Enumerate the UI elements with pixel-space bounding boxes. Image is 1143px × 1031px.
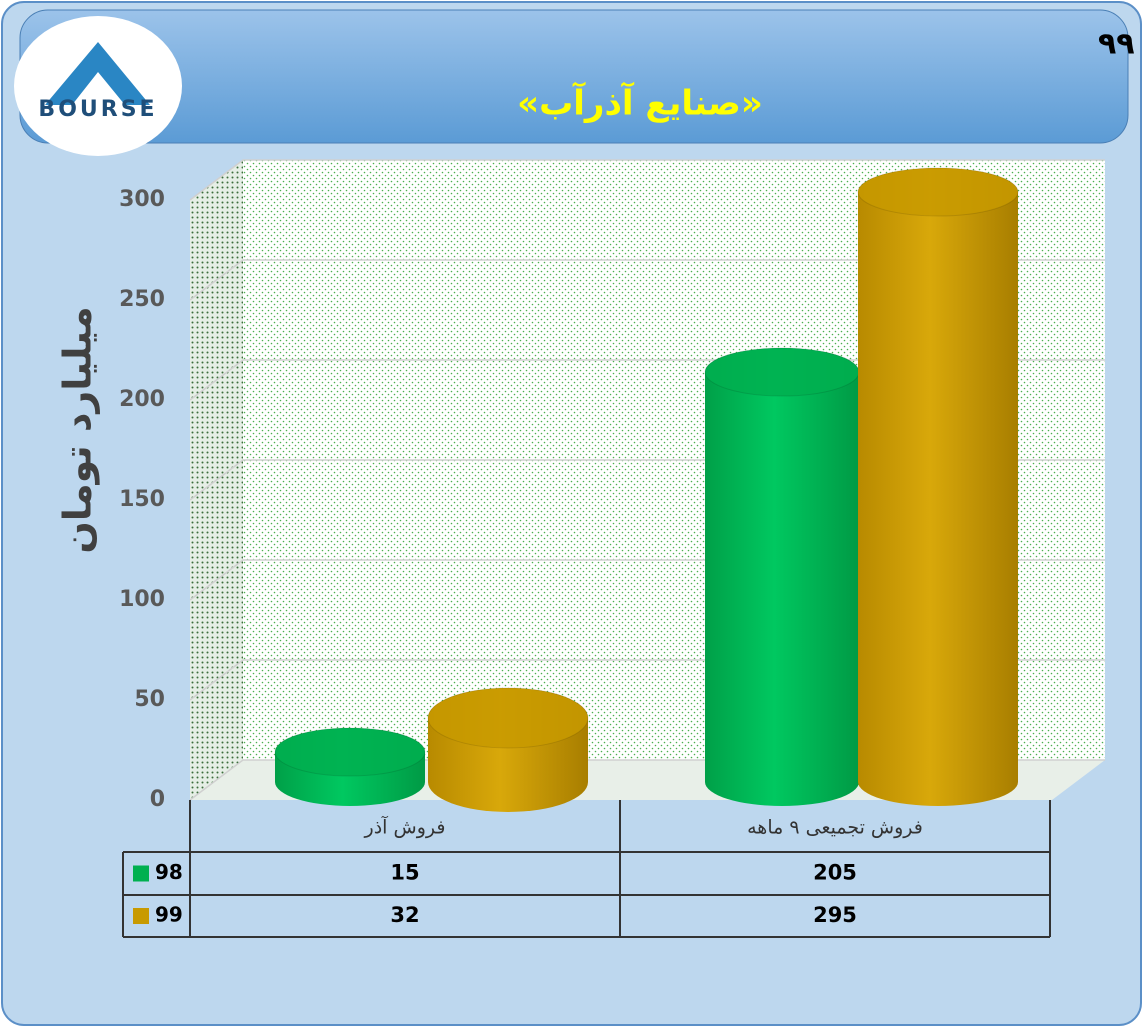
chart-subtitle: «صنایع آذرآب»	[517, 82, 763, 124]
x-tick-label: فروش تجمیعی ۹ ماهه	[747, 817, 923, 839]
legend-label: 98	[155, 860, 183, 884]
y-tick-label: 0	[150, 787, 165, 812]
y-tick-label: 50	[134, 687, 165, 712]
y-tick-label: 300	[119, 187, 165, 212]
grid-line	[189, 159, 1105, 201]
y-tick-label: 150	[119, 487, 165, 512]
logo-text: BOURSE	[38, 97, 157, 122]
x-tick-label: فروش آذر	[364, 815, 446, 839]
chart-title: گزارش درامد ریالی ماهانه و ۹ ماهه منتهی …	[1098, 25, 1143, 62]
grid-line	[189, 259, 1105, 301]
y-tick-label: 200	[119, 387, 165, 412]
y-tick-label: 100	[119, 587, 165, 612]
y-axis-label: میلیارد تومان	[56, 306, 100, 553]
table-value: 295	[813, 903, 857, 927]
y-tick-label: 250	[119, 287, 165, 312]
bar-top	[274, 727, 426, 777]
logo-icon	[45, 42, 150, 105]
table-value: 205	[813, 861, 857, 885]
legend-swatch	[133, 908, 149, 924]
bar-top	[427, 687, 589, 749]
logo-bg	[14, 16, 182, 156]
bar	[858, 168, 1018, 806]
bar	[705, 348, 859, 806]
table-value: 32	[390, 903, 419, 927]
bar-top	[857, 167, 1019, 217]
legend-swatch	[133, 865, 149, 882]
table-value: 15	[390, 861, 419, 885]
bar-top	[704, 347, 860, 397]
legend-label: 99	[155, 903, 183, 927]
